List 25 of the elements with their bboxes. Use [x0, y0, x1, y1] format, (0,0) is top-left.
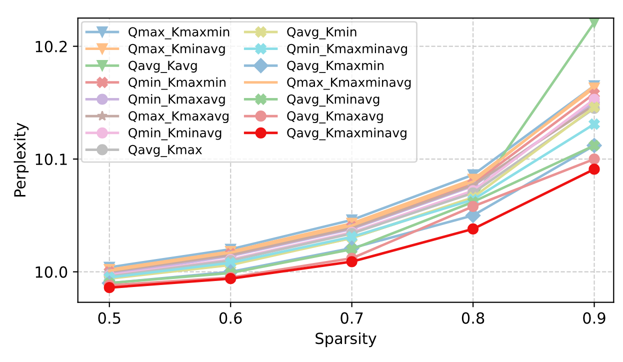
legend-label: Qavg_Kavg [128, 60, 197, 73]
x-tick-label: 0.7 [340, 312, 363, 324]
legend-label: Qmax_Kmaxminavg [287, 77, 411, 90]
y-tick-label: 10.1 [36, 154, 67, 166]
y-tick-label: 10.2 [36, 40, 67, 52]
y-tick-label: 10.0 [36, 266, 68, 278]
legend-label: Qmin_Kminavg [128, 128, 222, 140]
legend-label: Qmin_Kmaxavg [128, 94, 225, 107]
legend-label: Qavg_Kmaxmin [287, 60, 384, 73]
legend-label: Qmin_Kmaxmin [128, 77, 226, 90]
x-tick-label: 0.6 [219, 312, 242, 324]
x-tick-label: 0.5 [98, 312, 120, 324]
x-tick-label: 0.8 [462, 312, 484, 324]
legend-label: Qavg_Kmin [287, 26, 356, 40]
x-tick-label: 0.9 [583, 312, 606, 324]
legend-label: Qmax_Kmaxmin [128, 26, 230, 40]
legend-label: Qavg_Kmaxavg [287, 111, 383, 124]
y-axis-title: Perplexity [14, 122, 29, 197]
legend-label: Qmin_Kmaxminavg [287, 44, 407, 56]
legend-label: Qavg_Kmax [128, 144, 202, 158]
legend-label: Qmax_Kminavg [128, 44, 225, 56]
legend-label: Qavg_Kmaxminavg [287, 128, 406, 140]
legend-label: Qavg_Kminavg [287, 94, 380, 107]
x-axis-title: Sparsity [316, 332, 376, 348]
legend-label: Qmax_Kmaxavg [128, 111, 228, 124]
